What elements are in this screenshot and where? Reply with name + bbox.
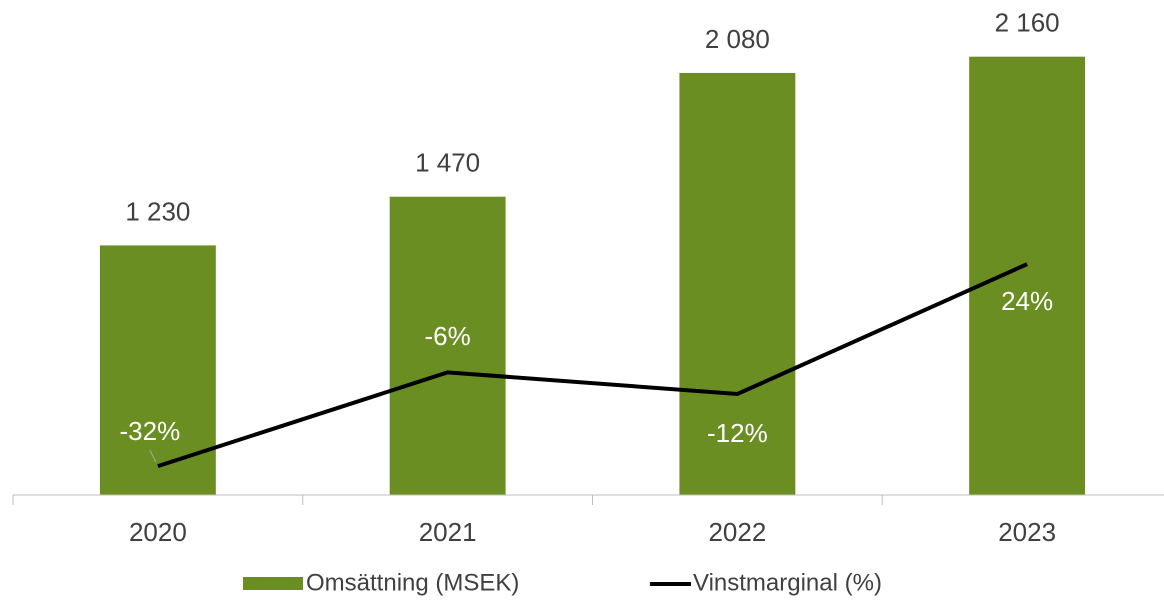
x-tick-label: 2021 bbox=[419, 517, 477, 547]
legend-swatch bbox=[243, 577, 303, 590]
x-tick-label: 2023 bbox=[998, 517, 1056, 547]
x-tick-label: 2022 bbox=[708, 517, 766, 547]
line-value-label: -12% bbox=[707, 418, 768, 448]
legend-label: Vinstmarginal (%) bbox=[693, 569, 882, 596]
x-tick-label: 2020 bbox=[129, 517, 187, 547]
leader-line bbox=[149, 449, 157, 463]
line-value-label: -6% bbox=[425, 321, 471, 351]
bar-value-label: 2 160 bbox=[995, 8, 1060, 38]
line bbox=[157, 262, 1028, 469]
line-value-label: 24% bbox=[1001, 286, 1053, 316]
bar bbox=[679, 72, 796, 495]
bar-value-label: 1 470 bbox=[415, 148, 480, 178]
bar bbox=[969, 56, 1086, 495]
line-value-label: -32% bbox=[120, 416, 181, 446]
bar bbox=[99, 245, 216, 495]
bar-value-label: 1 230 bbox=[125, 196, 190, 226]
bar-value-label: 2 080 bbox=[705, 24, 770, 54]
bar bbox=[389, 196, 506, 495]
legend-label: Omsättning (MSEK) bbox=[306, 569, 519, 596]
